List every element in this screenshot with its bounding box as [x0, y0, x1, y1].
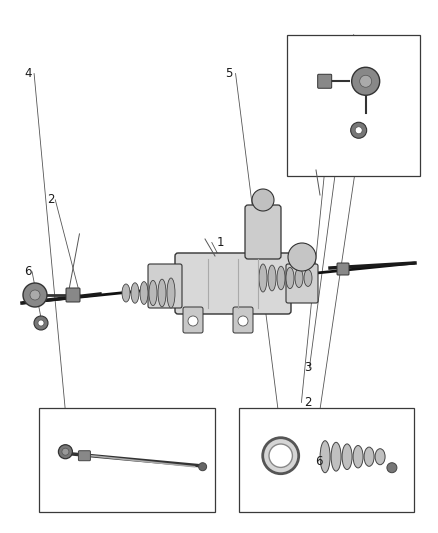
- Bar: [39, 408, 215, 512]
- Ellipse shape: [167, 278, 175, 308]
- FancyBboxPatch shape: [286, 264, 318, 303]
- Text: 3: 3: [304, 361, 312, 374]
- Ellipse shape: [364, 447, 374, 466]
- FancyBboxPatch shape: [66, 288, 80, 302]
- FancyBboxPatch shape: [175, 253, 291, 314]
- Circle shape: [263, 438, 299, 474]
- Ellipse shape: [259, 264, 267, 292]
- FancyBboxPatch shape: [78, 451, 90, 461]
- FancyBboxPatch shape: [148, 264, 182, 308]
- Circle shape: [58, 445, 72, 459]
- Ellipse shape: [140, 281, 148, 304]
- Circle shape: [387, 463, 397, 473]
- Text: 1: 1: [217, 236, 224, 249]
- Ellipse shape: [277, 266, 285, 290]
- Text: 6: 6: [315, 455, 323, 467]
- FancyBboxPatch shape: [183, 307, 203, 333]
- Circle shape: [238, 316, 248, 326]
- Text: 2: 2: [304, 396, 312, 409]
- Circle shape: [34, 316, 48, 330]
- Ellipse shape: [375, 449, 385, 465]
- Ellipse shape: [149, 280, 157, 305]
- Text: 5: 5: [226, 67, 233, 80]
- Text: 2: 2: [47, 193, 55, 206]
- Text: 4: 4: [24, 67, 32, 80]
- Circle shape: [198, 463, 207, 471]
- Ellipse shape: [286, 268, 294, 289]
- Circle shape: [252, 189, 274, 211]
- Circle shape: [62, 448, 69, 455]
- Ellipse shape: [353, 446, 363, 468]
- Ellipse shape: [158, 279, 166, 307]
- Ellipse shape: [268, 265, 276, 291]
- Circle shape: [23, 283, 47, 307]
- Circle shape: [188, 316, 198, 326]
- Circle shape: [30, 290, 40, 300]
- Ellipse shape: [122, 284, 130, 302]
- Ellipse shape: [295, 269, 303, 287]
- FancyBboxPatch shape: [233, 307, 253, 333]
- Bar: [287, 35, 420, 176]
- Circle shape: [355, 127, 362, 134]
- Circle shape: [360, 75, 372, 87]
- Ellipse shape: [320, 441, 330, 473]
- Ellipse shape: [342, 444, 352, 470]
- Circle shape: [269, 444, 293, 467]
- Circle shape: [38, 320, 44, 326]
- Circle shape: [288, 243, 316, 271]
- Ellipse shape: [304, 270, 312, 286]
- Bar: [239, 408, 414, 512]
- Circle shape: [351, 122, 367, 138]
- FancyBboxPatch shape: [337, 263, 349, 275]
- Ellipse shape: [131, 283, 139, 303]
- FancyBboxPatch shape: [318, 74, 332, 88]
- Circle shape: [352, 67, 380, 95]
- FancyBboxPatch shape: [245, 205, 281, 259]
- Ellipse shape: [331, 442, 341, 471]
- Text: 6: 6: [24, 265, 32, 278]
